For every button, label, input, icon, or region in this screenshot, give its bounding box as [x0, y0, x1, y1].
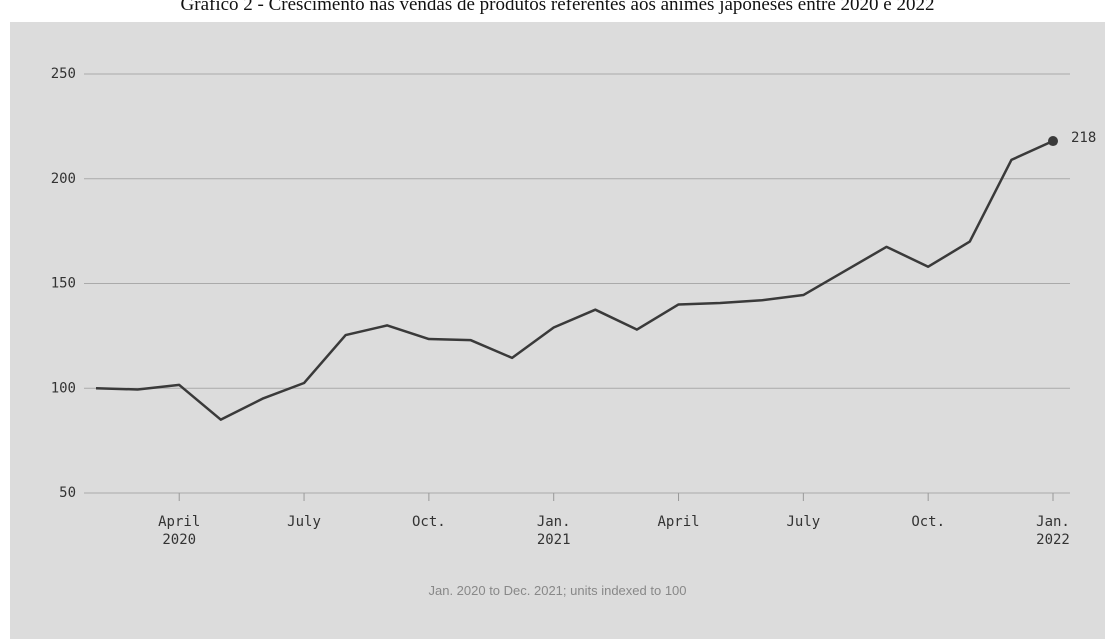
x-tick-label: April 2020 — [158, 514, 201, 548]
end-point — [1048, 136, 1058, 147]
x-tick-label: July — [287, 514, 321, 530]
x-tick-label: Oct. — [412, 514, 446, 530]
data-label: 218 — [1071, 130, 1096, 146]
x-tick-label: April — [657, 514, 700, 530]
x-tick-label: Jan. 2021 — [536, 514, 571, 548]
chart-title: Gráfico 2 - Crescimento nas vendas de pr… — [180, 0, 935, 15]
y-tick-label: 250 — [51, 66, 76, 82]
y-tick-label: 150 — [51, 276, 76, 292]
x-tick-label: July — [786, 514, 821, 530]
x-tick-label: Jan. 2022 — [1036, 514, 1070, 548]
y-tick-label: 100 — [51, 380, 76, 396]
y-tick-label: 200 — [51, 171, 76, 187]
chart-subtitle: Jan. 2020 to Dec. 2021; units indexed to… — [428, 583, 687, 598]
y-tick-label: 50 — [59, 485, 76, 501]
chart-background — [10, 22, 1105, 639]
line — [95, 139, 1054, 421]
x-tick-label: Oct. — [911, 514, 946, 530]
